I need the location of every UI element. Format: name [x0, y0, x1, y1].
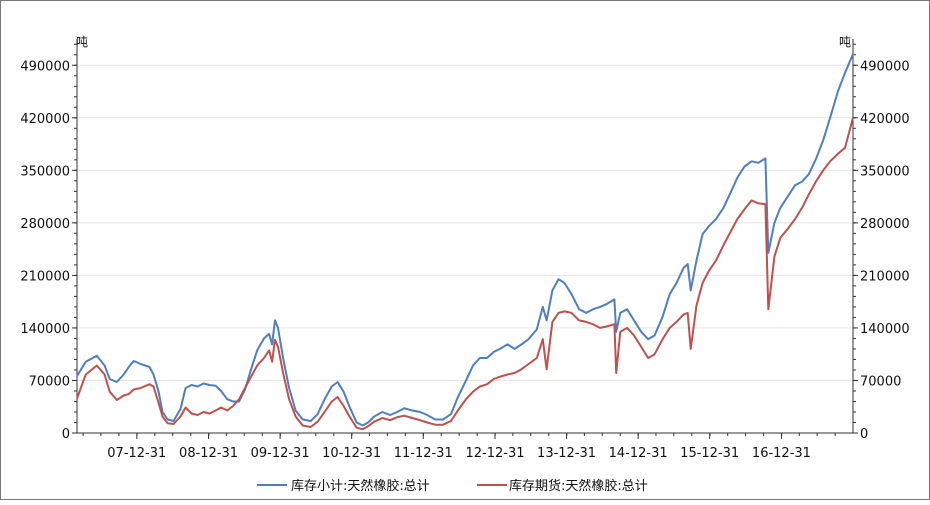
y-tick-label-right: 140000	[860, 322, 910, 337]
x-tick-label: 11-12-31	[394, 446, 453, 461]
axes: 吨 吨	[76, 35, 854, 434]
y-ticks: 0 0 70000 70000 140000 140000 210000 210000 2800…	[20, 43, 910, 442]
y-tick-label-left: 70000	[29, 374, 70, 389]
legend-label-0: 库存小计:天然橡胶:总计	[291, 478, 430, 494]
y-tick-label-left: 420000	[20, 112, 70, 127]
right-unit-label: 吨	[839, 35, 851, 49]
y-tick-label-right: 490000	[860, 59, 910, 74]
series-line-0	[76, 53, 854, 427]
y-tick-label-right: 420000	[860, 112, 910, 127]
y-tick-label-left: 0	[62, 427, 70, 442]
x-tick-label: 08-12-31	[179, 446, 238, 461]
y-tick-label-right: 0	[860, 427, 868, 442]
x-ticks: 07-12-31 08-12-31 09-12-31 10-12-31 11-12-31…	[82, 433, 836, 461]
left-unit-label: 吨	[76, 35, 88, 49]
series-line-1	[76, 117, 854, 431]
x-tick-label: 12-12-31	[465, 446, 524, 461]
y-tick-label-left: 490000	[20, 59, 70, 74]
y-tick-label-left: 350000	[20, 164, 70, 179]
x-tick-label: 16-12-31	[752, 446, 811, 461]
y-tick-label-right: 210000	[860, 269, 910, 284]
x-tick-label: 09-12-31	[251, 446, 310, 461]
y-tick-label-left: 140000	[20, 322, 70, 337]
legend-label-1: 库存期货:天然橡胶:总计	[509, 478, 648, 494]
y-tick-label-right: 350000	[860, 164, 910, 179]
series-lines	[76, 53, 854, 431]
grid-lines	[77, 64, 853, 381]
x-tick-label: 15-12-31	[680, 446, 739, 461]
y-tick-label-right: 70000	[860, 374, 901, 389]
x-tick-label: 07-12-31	[107, 446, 166, 461]
y-tick-label-right: 280000	[860, 217, 910, 232]
legend: 库存小计:天然橡胶:总计 库存期货:天然橡胶:总计	[257, 478, 648, 494]
x-tick-label: 13-12-31	[537, 446, 596, 461]
x-tick-label: 14-12-31	[609, 446, 668, 461]
x-tick-label: 10-12-31	[322, 446, 381, 461]
y-tick-label-left: 280000	[20, 217, 70, 232]
y-tick-label-left: 210000	[20, 269, 70, 284]
